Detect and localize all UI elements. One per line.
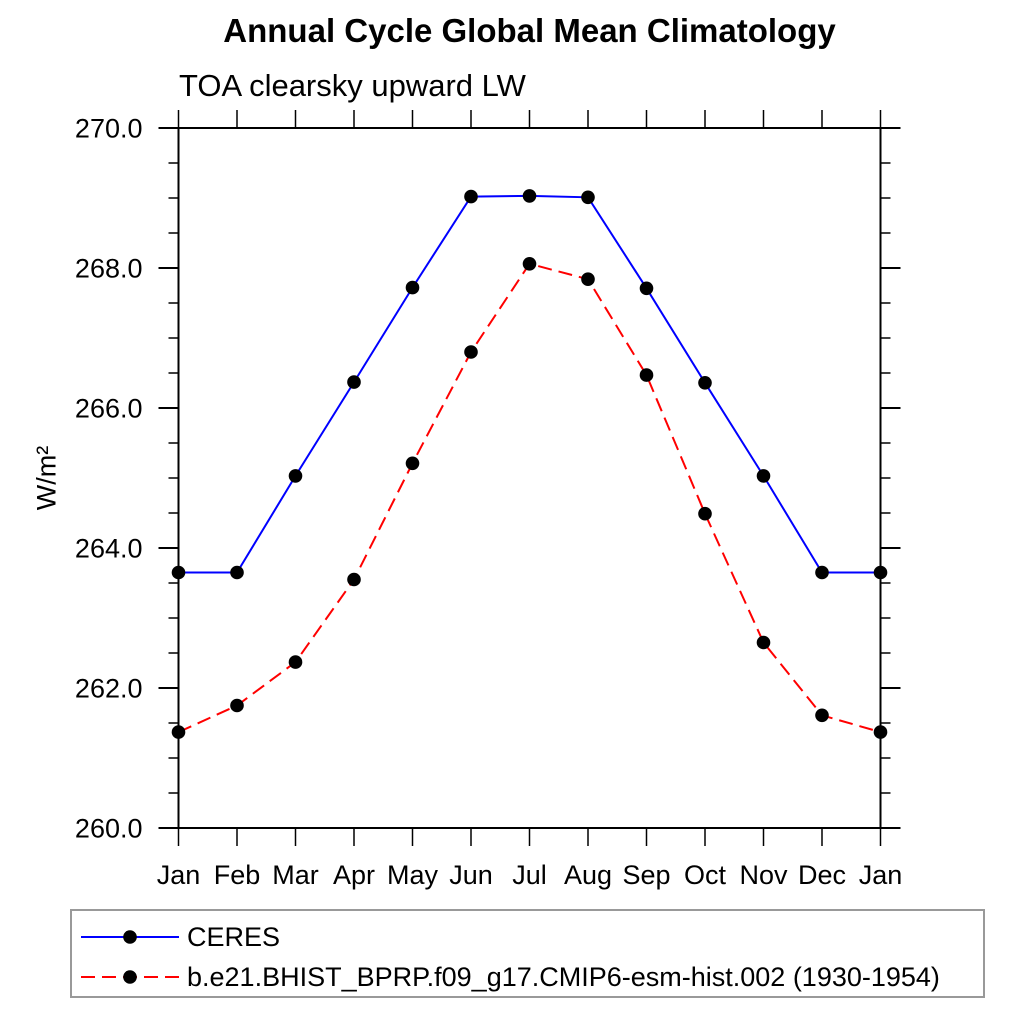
- legend-item-ceres: CERES: [72, 917, 983, 957]
- data-point-marker: [522, 257, 537, 271]
- y-tick-label: 260.0: [75, 814, 143, 844]
- data-point-marker: [698, 376, 712, 390]
- legend-label-ceres: CERES: [187, 921, 281, 952]
- x-tick-label: Aug: [564, 860, 612, 890]
- x-tick-label: Sep: [622, 860, 670, 890]
- chart-subtitle: TOA clearsky upward LW: [179, 68, 526, 103]
- data-point-marker: [756, 469, 771, 483]
- data-point-marker: [815, 708, 829, 723]
- y-tick-label: 264.0: [75, 534, 143, 564]
- data-point-marker: [698, 506, 712, 521]
- data-point-marker: [347, 572, 361, 587]
- x-tick-label: Feb: [214, 860, 261, 890]
- data-point-marker: [347, 375, 361, 389]
- data-point-marker: [405, 456, 420, 471]
- x-tick-label: Jan: [859, 860, 903, 890]
- chart-title: Annual Cycle Global Mean Climatology: [223, 12, 836, 49]
- x-tick-label: Jul: [512, 860, 547, 890]
- ceres-line-sample-icon: [81, 930, 179, 944]
- y-tick-label: 266.0: [75, 394, 143, 424]
- x-tick-label: Mar: [272, 860, 319, 890]
- series-line-0: [178, 194, 881, 574]
- data-point-marker: [581, 272, 595, 287]
- x-tick-label: May: [387, 860, 439, 890]
- legend-label-model: b.e21.BHIST_BPRP.f09_g17.CMIP6-esm-hist.…: [187, 961, 940, 992]
- data-point-marker: [464, 189, 478, 204]
- legend-marker: [123, 930, 137, 944]
- data-point-marker: [288, 655, 303, 669]
- model-line-sample-icon: [81, 970, 179, 984]
- x-tick-label: Oct: [684, 860, 727, 890]
- data-point-marker: [230, 565, 244, 580]
- data-point-marker: [639, 281, 654, 296]
- x-tick-label: Nov: [739, 860, 788, 890]
- data-point-marker: [464, 345, 478, 359]
- axis-frame: [177, 127, 882, 829]
- data-point-marker: [405, 280, 420, 295]
- data-point-marker: [171, 725, 186, 739]
- data-point-marker: [815, 565, 829, 580]
- x-tick-label: Jun: [449, 860, 493, 890]
- data-point-marker: [756, 635, 771, 650]
- data-point-marker: [639, 368, 654, 382]
- y-tick-label: 262.0: [75, 674, 143, 704]
- x-tick-label: Dec: [798, 860, 846, 890]
- data-point-marker: [288, 469, 303, 483]
- y-tick-label: 270.0: [75, 114, 143, 144]
- series-line-1: [178, 262, 881, 734]
- legend-box: CERES b.e21.BHIST_BPRP.f09_g17.CMIP6-esm…: [70, 909, 985, 998]
- y-tick-label: 268.0: [75, 254, 143, 284]
- data-point-marker: [581, 190, 595, 205]
- data-point-marker: [873, 725, 888, 739]
- x-tick-label: Apr: [333, 860, 375, 890]
- data-point-marker: [873, 565, 888, 580]
- x-tick-label: Jan: [157, 860, 201, 890]
- data-point-marker: [230, 698, 244, 713]
- data-point-marker: [171, 565, 186, 580]
- legend-marker: [123, 970, 137, 984]
- data-point-marker: [522, 189, 537, 203]
- legend-item-model: b.e21.BHIST_BPRP.f09_g17.CMIP6-esm-hist.…: [72, 957, 983, 997]
